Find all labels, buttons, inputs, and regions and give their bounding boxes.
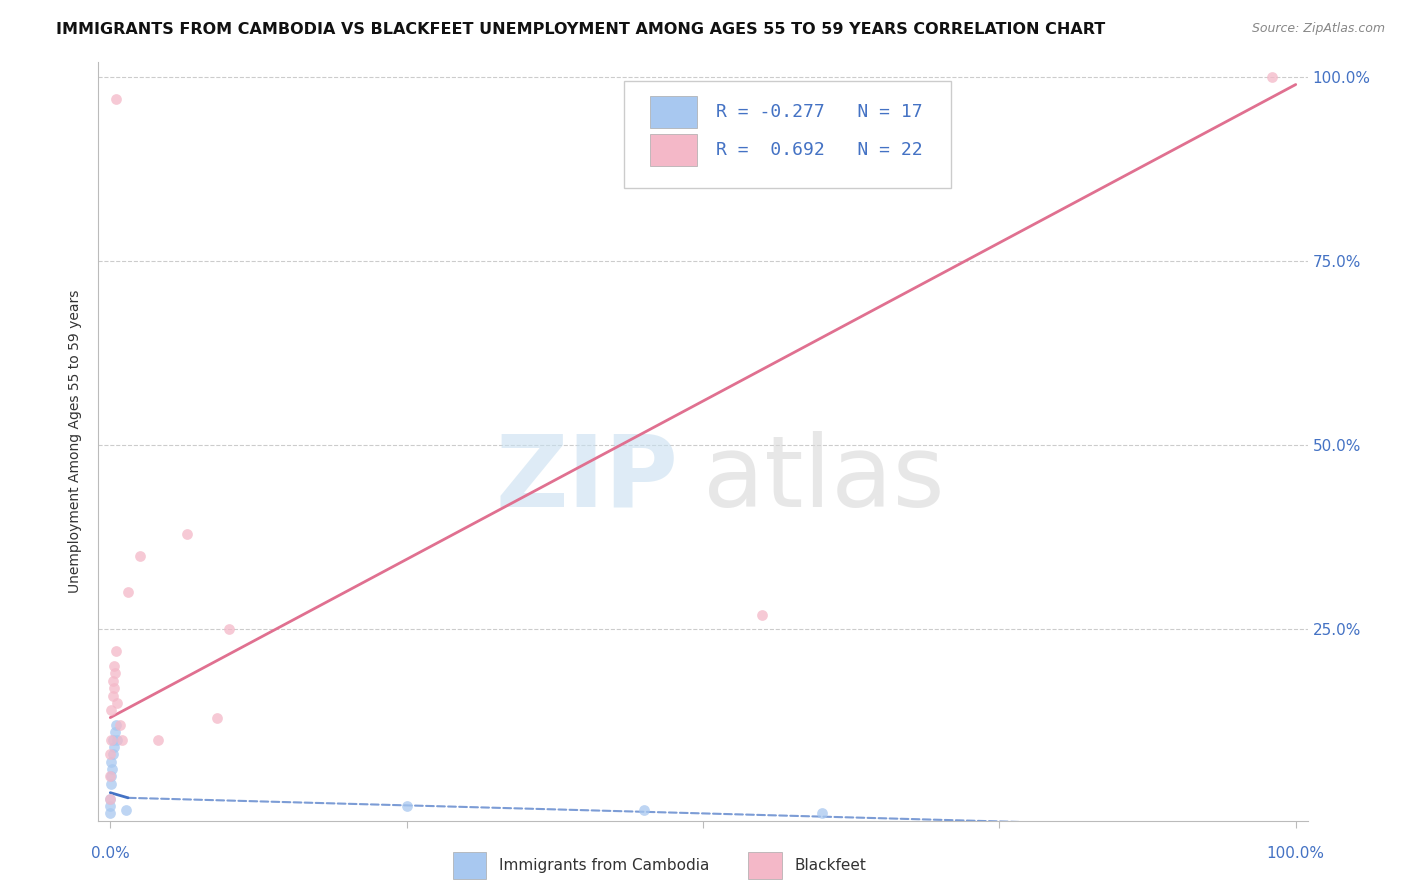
Point — [101, 689, 124, 703]
Text: Immigrants from Cambodia: Immigrants from Cambodia — [499, 858, 710, 872]
Point — [103, 659, 125, 673]
Text: Source: ZipAtlas.com: Source: ZipAtlas.com — [1251, 22, 1385, 36]
Point — [810, 805, 832, 820]
Point — [101, 747, 124, 762]
Point — [98, 791, 121, 805]
Point — [104, 666, 127, 681]
Point — [111, 732, 134, 747]
Point — [176, 526, 198, 541]
Point — [205, 710, 228, 724]
Text: atlas: atlas — [703, 431, 945, 528]
Point — [105, 696, 128, 710]
Point — [395, 798, 418, 813]
Text: R =  0.692   N = 22: R = 0.692 N = 22 — [716, 141, 922, 159]
Point — [104, 725, 127, 739]
Point — [146, 732, 169, 747]
Text: Blackfeet: Blackfeet — [794, 858, 866, 872]
FancyBboxPatch shape — [624, 81, 950, 187]
Point — [100, 703, 122, 717]
Point — [117, 585, 139, 599]
Point — [108, 718, 131, 732]
Point — [100, 769, 122, 783]
FancyBboxPatch shape — [650, 134, 697, 166]
Point — [101, 762, 124, 776]
Point — [129, 549, 152, 563]
Text: 100.0%: 100.0% — [1267, 847, 1324, 862]
Point — [105, 732, 128, 747]
Text: R = -0.277   N = 17: R = -0.277 N = 17 — [716, 103, 922, 120]
Point — [100, 777, 122, 791]
Point — [100, 732, 122, 747]
Point — [1261, 70, 1284, 85]
Point — [103, 681, 125, 695]
Point — [98, 747, 121, 762]
Point — [98, 798, 121, 813]
Text: ZIP: ZIP — [496, 431, 679, 528]
Point — [105, 718, 128, 732]
Point — [100, 755, 122, 769]
Point — [101, 673, 124, 688]
Point — [105, 644, 128, 658]
Point — [98, 806, 121, 821]
Point — [101, 732, 124, 747]
Point — [114, 803, 136, 817]
Text: IMMIGRANTS FROM CAMBODIA VS BLACKFEET UNEMPLOYMENT AMONG AGES 55 TO 59 YEARS COR: IMMIGRANTS FROM CAMBODIA VS BLACKFEET UN… — [56, 22, 1105, 37]
Point — [103, 739, 125, 754]
Point — [633, 803, 655, 817]
FancyBboxPatch shape — [650, 95, 697, 128]
Point — [105, 92, 128, 106]
Text: 0.0%: 0.0% — [91, 847, 129, 862]
Point — [751, 607, 773, 622]
Point — [98, 769, 121, 783]
Y-axis label: Unemployment Among Ages 55 to 59 years: Unemployment Among Ages 55 to 59 years — [69, 290, 83, 593]
Point — [98, 791, 121, 805]
Point — [218, 622, 240, 636]
